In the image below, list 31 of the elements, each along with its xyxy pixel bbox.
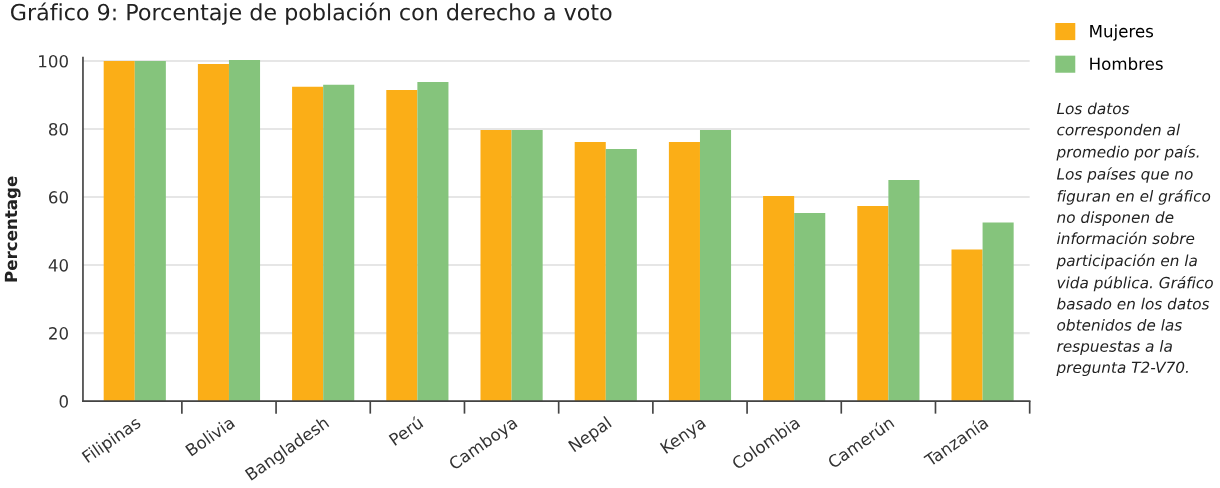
bar: [417, 82, 449, 402]
bar: [794, 213, 826, 402]
bar: [668, 141, 700, 402]
legend-label: Hombres: [1090, 57, 1163, 71]
bar: [888, 180, 920, 402]
bar: [763, 196, 795, 402]
bar: [951, 249, 983, 402]
bar: [480, 130, 512, 402]
bar: [605, 149, 637, 402]
bar: [103, 60, 135, 402]
y-tick-label: 0: [59, 395, 68, 408]
legend-label: Mujeres: [1090, 24, 1154, 41]
bar: [323, 84, 355, 402]
bar: [982, 222, 1014, 402]
y-tick-label: 20: [49, 327, 68, 340]
y-tick-label: 100: [39, 54, 68, 68]
bar: [699, 130, 732, 402]
y-axis-title: Percentage: [4, 176, 21, 282]
bar: [511, 130, 543, 402]
bar: [386, 89, 418, 402]
chart-title: Gráfico 9: Porcentaje de población con derecho a voto: [11, 2, 612, 25]
bar: [197, 64, 229, 402]
y-tick-label: 80: [48, 122, 68, 136]
y-tick-label: 60: [49, 191, 68, 204]
bar: [857, 205, 889, 402]
bar: [134, 60, 166, 402]
bar: [228, 59, 261, 402]
text: Los datos corresponden al promedio por país. Los países que no figuran en el gráfico no disponen de información sobre participación en la vida pública. Gráfico basado en los datos obtenidos de las respuestas a la pregunta T2-V70.: [1056, 102, 1213, 377]
bar: [574, 141, 606, 402]
y-tick-label: 40: [48, 259, 68, 272]
bar: [292, 86, 324, 402]
